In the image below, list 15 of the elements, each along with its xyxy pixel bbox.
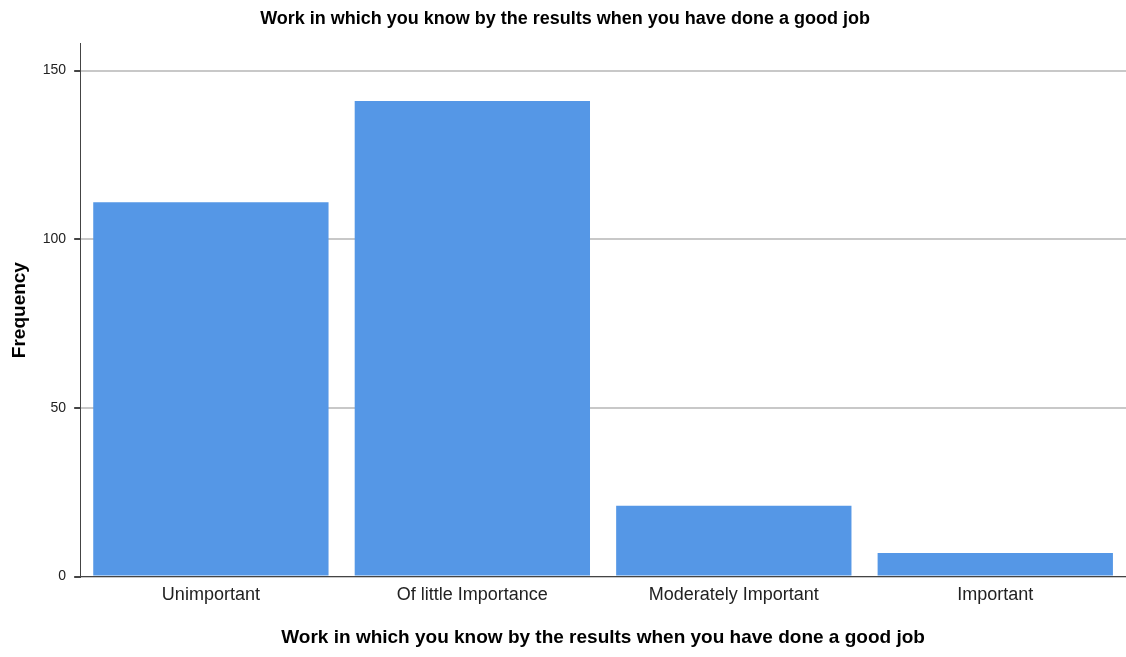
x-tick-label: Important: [957, 584, 1034, 605]
y-tick-label: 150: [42, 61, 67, 78]
bar: [93, 202, 329, 576]
y-tick-label: 0: [58, 567, 67, 584]
x-tick-label: Unimportant: [161, 584, 260, 605]
bar: [616, 505, 852, 576]
bar: [354, 100, 591, 576]
x-axis-title: Work in which you know by the results when you have done a good job: [281, 625, 925, 647]
y-axis-title: Frequency: [7, 261, 29, 359]
y-tick-label: 100: [42, 230, 67, 247]
x-tick-label: Moderately Important: [648, 584, 819, 605]
x-tick-label: Of little Importance: [396, 584, 548, 605]
chart-title: Work in which you know by the results when you have done a good job: [260, 7, 870, 28]
y-tick-label: 50: [50, 398, 67, 415]
bar: [877, 552, 1113, 576]
